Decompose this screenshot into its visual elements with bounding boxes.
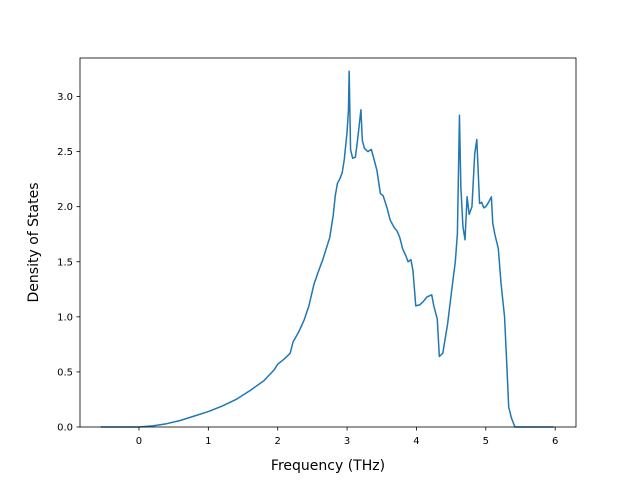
y-tick-label: 3.0 — [57, 92, 73, 103]
y-tick-label: 1.5 — [57, 257, 73, 268]
dos-series-line — [100, 70, 554, 428]
x-axis-ticks: 0 1 2 3 4 5 6 — [136, 427, 558, 447]
x-tick-label: 5 — [483, 436, 489, 447]
y-axis-label: Density of States — [26, 183, 42, 303]
x-tick-label: 3 — [344, 436, 350, 447]
y-tick-label: 0.5 — [57, 367, 73, 378]
x-tick-label: 0 — [136, 436, 142, 447]
plot-frame — [79, 57, 577, 428]
y-tick-label: 2.0 — [57, 202, 73, 213]
x-tick-label: 1 — [205, 436, 211, 447]
y-axis-ticks: 0.0 0.5 1.0 1.5 2.0 2.5 3.0 — [57, 92, 80, 434]
y-tick-label: 1.0 — [57, 312, 73, 323]
y-tick-label: 2.5 — [57, 147, 73, 158]
x-axis-label: Frequency (THz) — [271, 458, 385, 474]
x-tick-label: 2 — [275, 436, 281, 447]
x-tick-label: 6 — [552, 436, 558, 447]
x-tick-label: 4 — [413, 436, 419, 447]
y-tick-label: 0.0 — [57, 423, 73, 434]
